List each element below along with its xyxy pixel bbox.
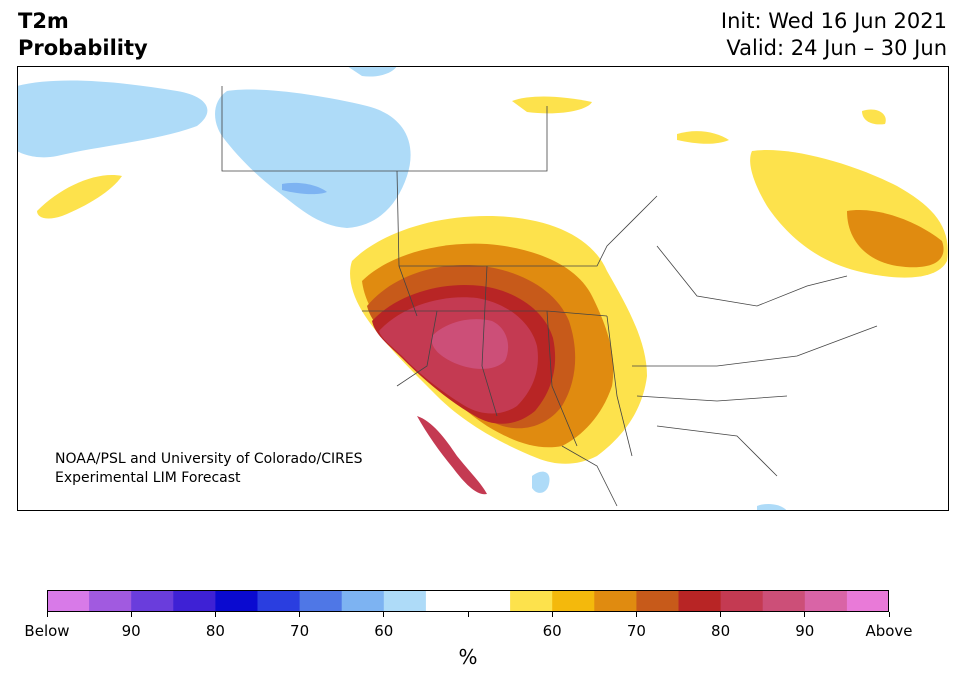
region-above-30-quebec	[847, 210, 944, 268]
date-info: Init: Wed 16 Jun 2021 Valid: 24 Jun – 30…	[721, 8, 947, 62]
colorbar-tick-mark	[214, 612, 216, 617]
colorbar-swatch	[552, 590, 595, 612]
colorbar-tick-mark	[383, 612, 385, 617]
legend-colorbar	[47, 590, 889, 612]
region-above-60-baja	[417, 416, 487, 495]
colorbar-tick-label: 60	[374, 622, 394, 640]
region-below-60-gulf	[757, 503, 787, 511]
region-below-60-mexico	[532, 471, 550, 493]
legend-units: %	[458, 645, 478, 669]
region-below-70-lake	[282, 182, 327, 195]
colorbar-swatch	[636, 590, 679, 612]
title-line-2: Probability	[18, 36, 148, 60]
region-above-20-island	[862, 109, 886, 125]
valid-date: Valid: 24 Jun – 30 Jun	[726, 36, 947, 60]
colorbar-frame	[47, 590, 889, 612]
colorbar-swatch	[425, 590, 469, 612]
colorbar-swatch	[720, 590, 764, 612]
colorbar-swatch	[215, 590, 258, 612]
colorbar-tick-label: 80	[711, 622, 731, 640]
colorbar-swatch	[846, 590, 889, 612]
init-date: Init: Wed 16 Jun 2021	[720, 9, 947, 33]
colorbar-swatch	[299, 590, 343, 612]
map-title: T2m Probability	[18, 8, 148, 62]
colorbar-tick-mark	[635, 612, 637, 617]
colorbar-swatch	[173, 590, 216, 612]
colorbar-swatch	[762, 590, 806, 612]
colorbar-tick-mark	[720, 612, 722, 617]
political-borders	[221, 86, 878, 507]
colorbar-swatch	[131, 590, 174, 612]
colorbar-tick-mark	[551, 612, 553, 617]
colorbar-tick-label: 70	[626, 622, 646, 640]
colorbar-swatch	[594, 590, 637, 612]
colorbar-swatch	[89, 590, 132, 612]
colorbar-tick-mark	[804, 612, 806, 617]
title-line-1: T2m	[18, 9, 69, 33]
colorbar-tick-label: Above	[865, 622, 913, 640]
region-above-20-arctic	[512, 96, 592, 114]
colorbar-tick-label: 90	[795, 622, 815, 640]
colorbar-swatch	[257, 590, 301, 612]
colorbar-tick-label: 90	[121, 622, 141, 640]
region-above-70-great-basin	[431, 319, 509, 369]
colorbar-tick-label: 70	[290, 622, 310, 640]
colorbar-swatch	[510, 590, 553, 612]
colorbar-tick-mark	[888, 612, 890, 617]
colorbar-swatch	[383, 590, 427, 612]
region-below-60-arctic	[347, 66, 397, 77]
colorbar-swatch	[468, 590, 511, 612]
colorbar-swatch	[47, 590, 90, 612]
region-above-20-baffin	[677, 131, 729, 144]
colorbar-swatch	[678, 590, 722, 612]
colorbar-swatch	[341, 590, 385, 612]
colorbar-tick-mark	[130, 612, 132, 617]
colorbar-swatch	[804, 590, 848, 612]
credit-text: NOAA/PSL and University of Colorado/CIRE…	[55, 450, 363, 488]
map-frame	[17, 66, 949, 511]
colorbar-tick-mark	[299, 612, 301, 617]
colorbar-tick-mark	[467, 612, 469, 617]
region-below-60-western-canada	[215, 89, 411, 228]
region-above-20-alaska	[37, 175, 122, 219]
credit-line-1: NOAA/PSL and University of Colorado/CIRE…	[55, 451, 363, 467]
colorbar-tick-label: 80	[205, 622, 225, 640]
credit-line-2: Experimental LIM Forecast	[55, 470, 241, 486]
colorbar-tick-mark	[46, 612, 48, 617]
region-below-60-northwest	[17, 80, 208, 158]
colorbar-tick-label: 60	[542, 622, 562, 640]
probability-map	[17, 66, 949, 511]
colorbar-tick-label: Below	[24, 622, 70, 640]
